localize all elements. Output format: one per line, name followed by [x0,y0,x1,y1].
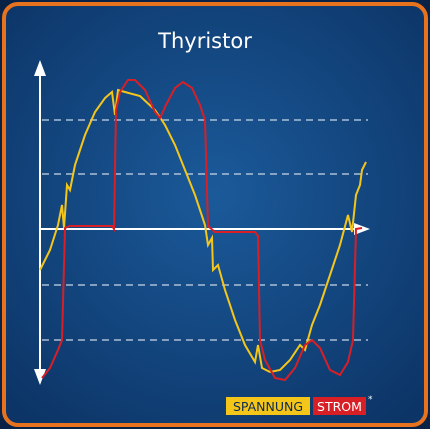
legend-current-label: STROM [317,399,362,414]
voltage-curve [39,88,367,374]
legend-voltage-swatch [226,397,310,415]
legend-voltage-label: SPANNUNG [233,399,303,414]
current-curve [41,79,363,382]
title: Thyristor [157,29,252,53]
footnote-mark: * [368,395,373,405]
legend-current-swatch [313,397,366,415]
